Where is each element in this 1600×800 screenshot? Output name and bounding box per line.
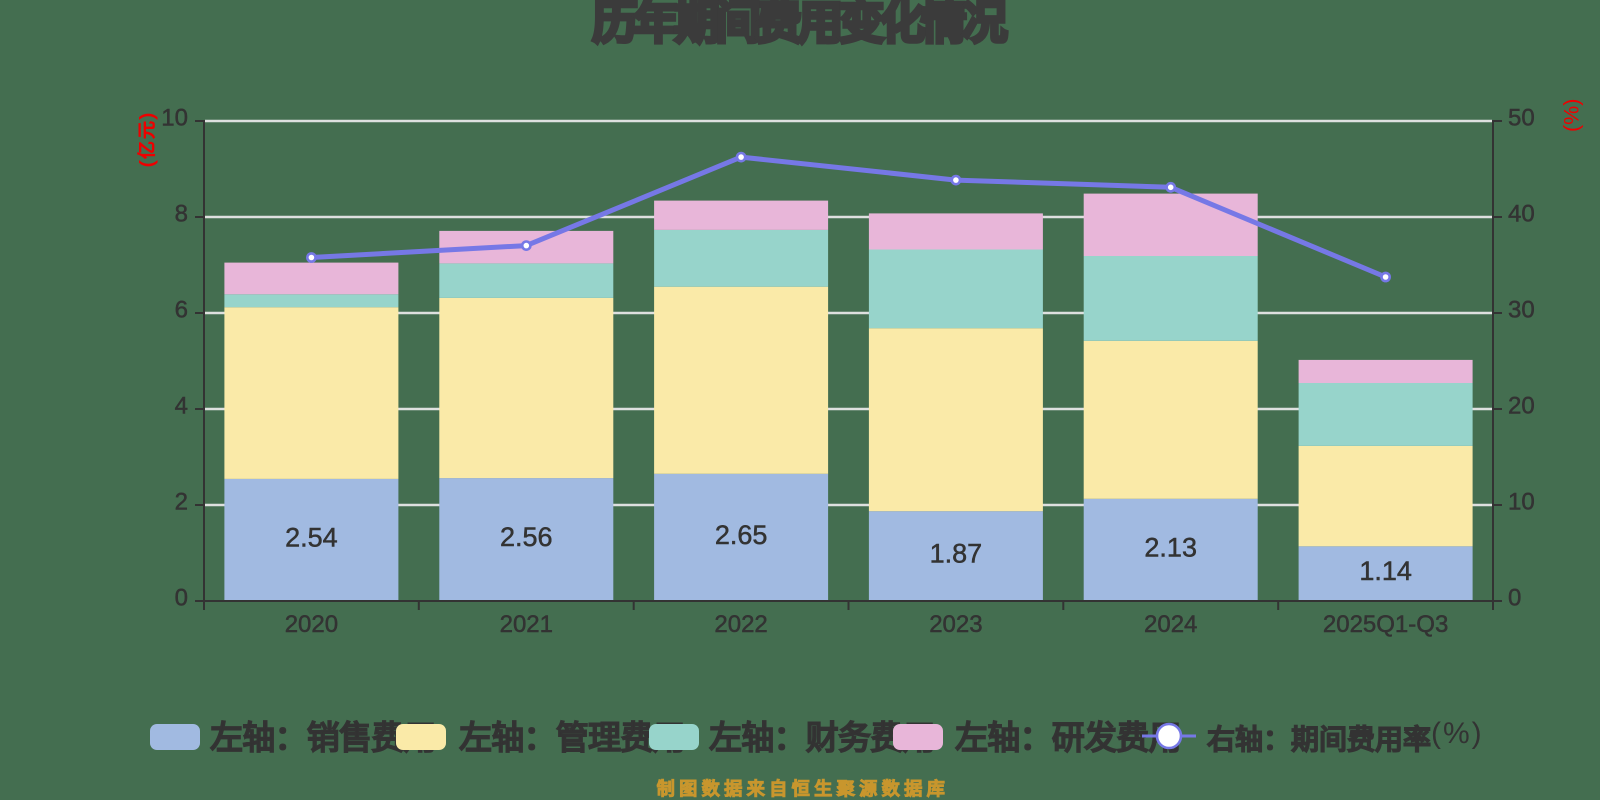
- svg-text:(%): (%): [1560, 99, 1584, 132]
- svg-text:8: 8: [175, 201, 188, 228]
- svg-text:2023: 2023: [929, 611, 982, 638]
- svg-text:4: 4: [175, 393, 188, 420]
- svg-text:2: 2: [175, 489, 188, 516]
- svg-text:2.65: 2.65: [715, 520, 768, 550]
- svg-text:2022: 2022: [714, 611, 767, 638]
- svg-text:0: 0: [1508, 585, 1521, 612]
- svg-text:2025Q1-Q3: 2025Q1-Q3: [1323, 611, 1448, 638]
- svg-text:50: 50: [1508, 105, 1535, 132]
- svg-text:6: 6: [175, 297, 188, 324]
- svg-text:2024: 2024: [1144, 611, 1197, 638]
- svg-text:2.54: 2.54: [285, 522, 338, 552]
- svg-text:2.13: 2.13: [1144, 532, 1197, 562]
- svg-text:0: 0: [175, 585, 188, 612]
- svg-text:制图数据来自恒生聚源数据库: 制图数据来自恒生聚源数据库: [657, 779, 950, 799]
- svg-text:1.87: 1.87: [930, 539, 983, 569]
- svg-text:30: 30: [1508, 297, 1535, 324]
- svg-text:20: 20: [1508, 393, 1535, 420]
- svg-text:2020: 2020: [285, 611, 338, 638]
- svg-text:10: 10: [161, 105, 188, 132]
- svg-text:2.56: 2.56: [500, 522, 553, 552]
- svg-text:2021: 2021: [500, 611, 553, 638]
- svg-text:10: 10: [1508, 489, 1535, 516]
- svg-text:(亿元): (亿元): [137, 111, 157, 167]
- svg-text:历年期间费用变化情况: 历年期间费用变化情况: [592, 0, 1007, 48]
- svg-text:40: 40: [1508, 201, 1535, 228]
- svg-text:1.14: 1.14: [1359, 556, 1412, 586]
- svg-text:左轴：管理费用: 左轴：管理费用: [459, 719, 685, 756]
